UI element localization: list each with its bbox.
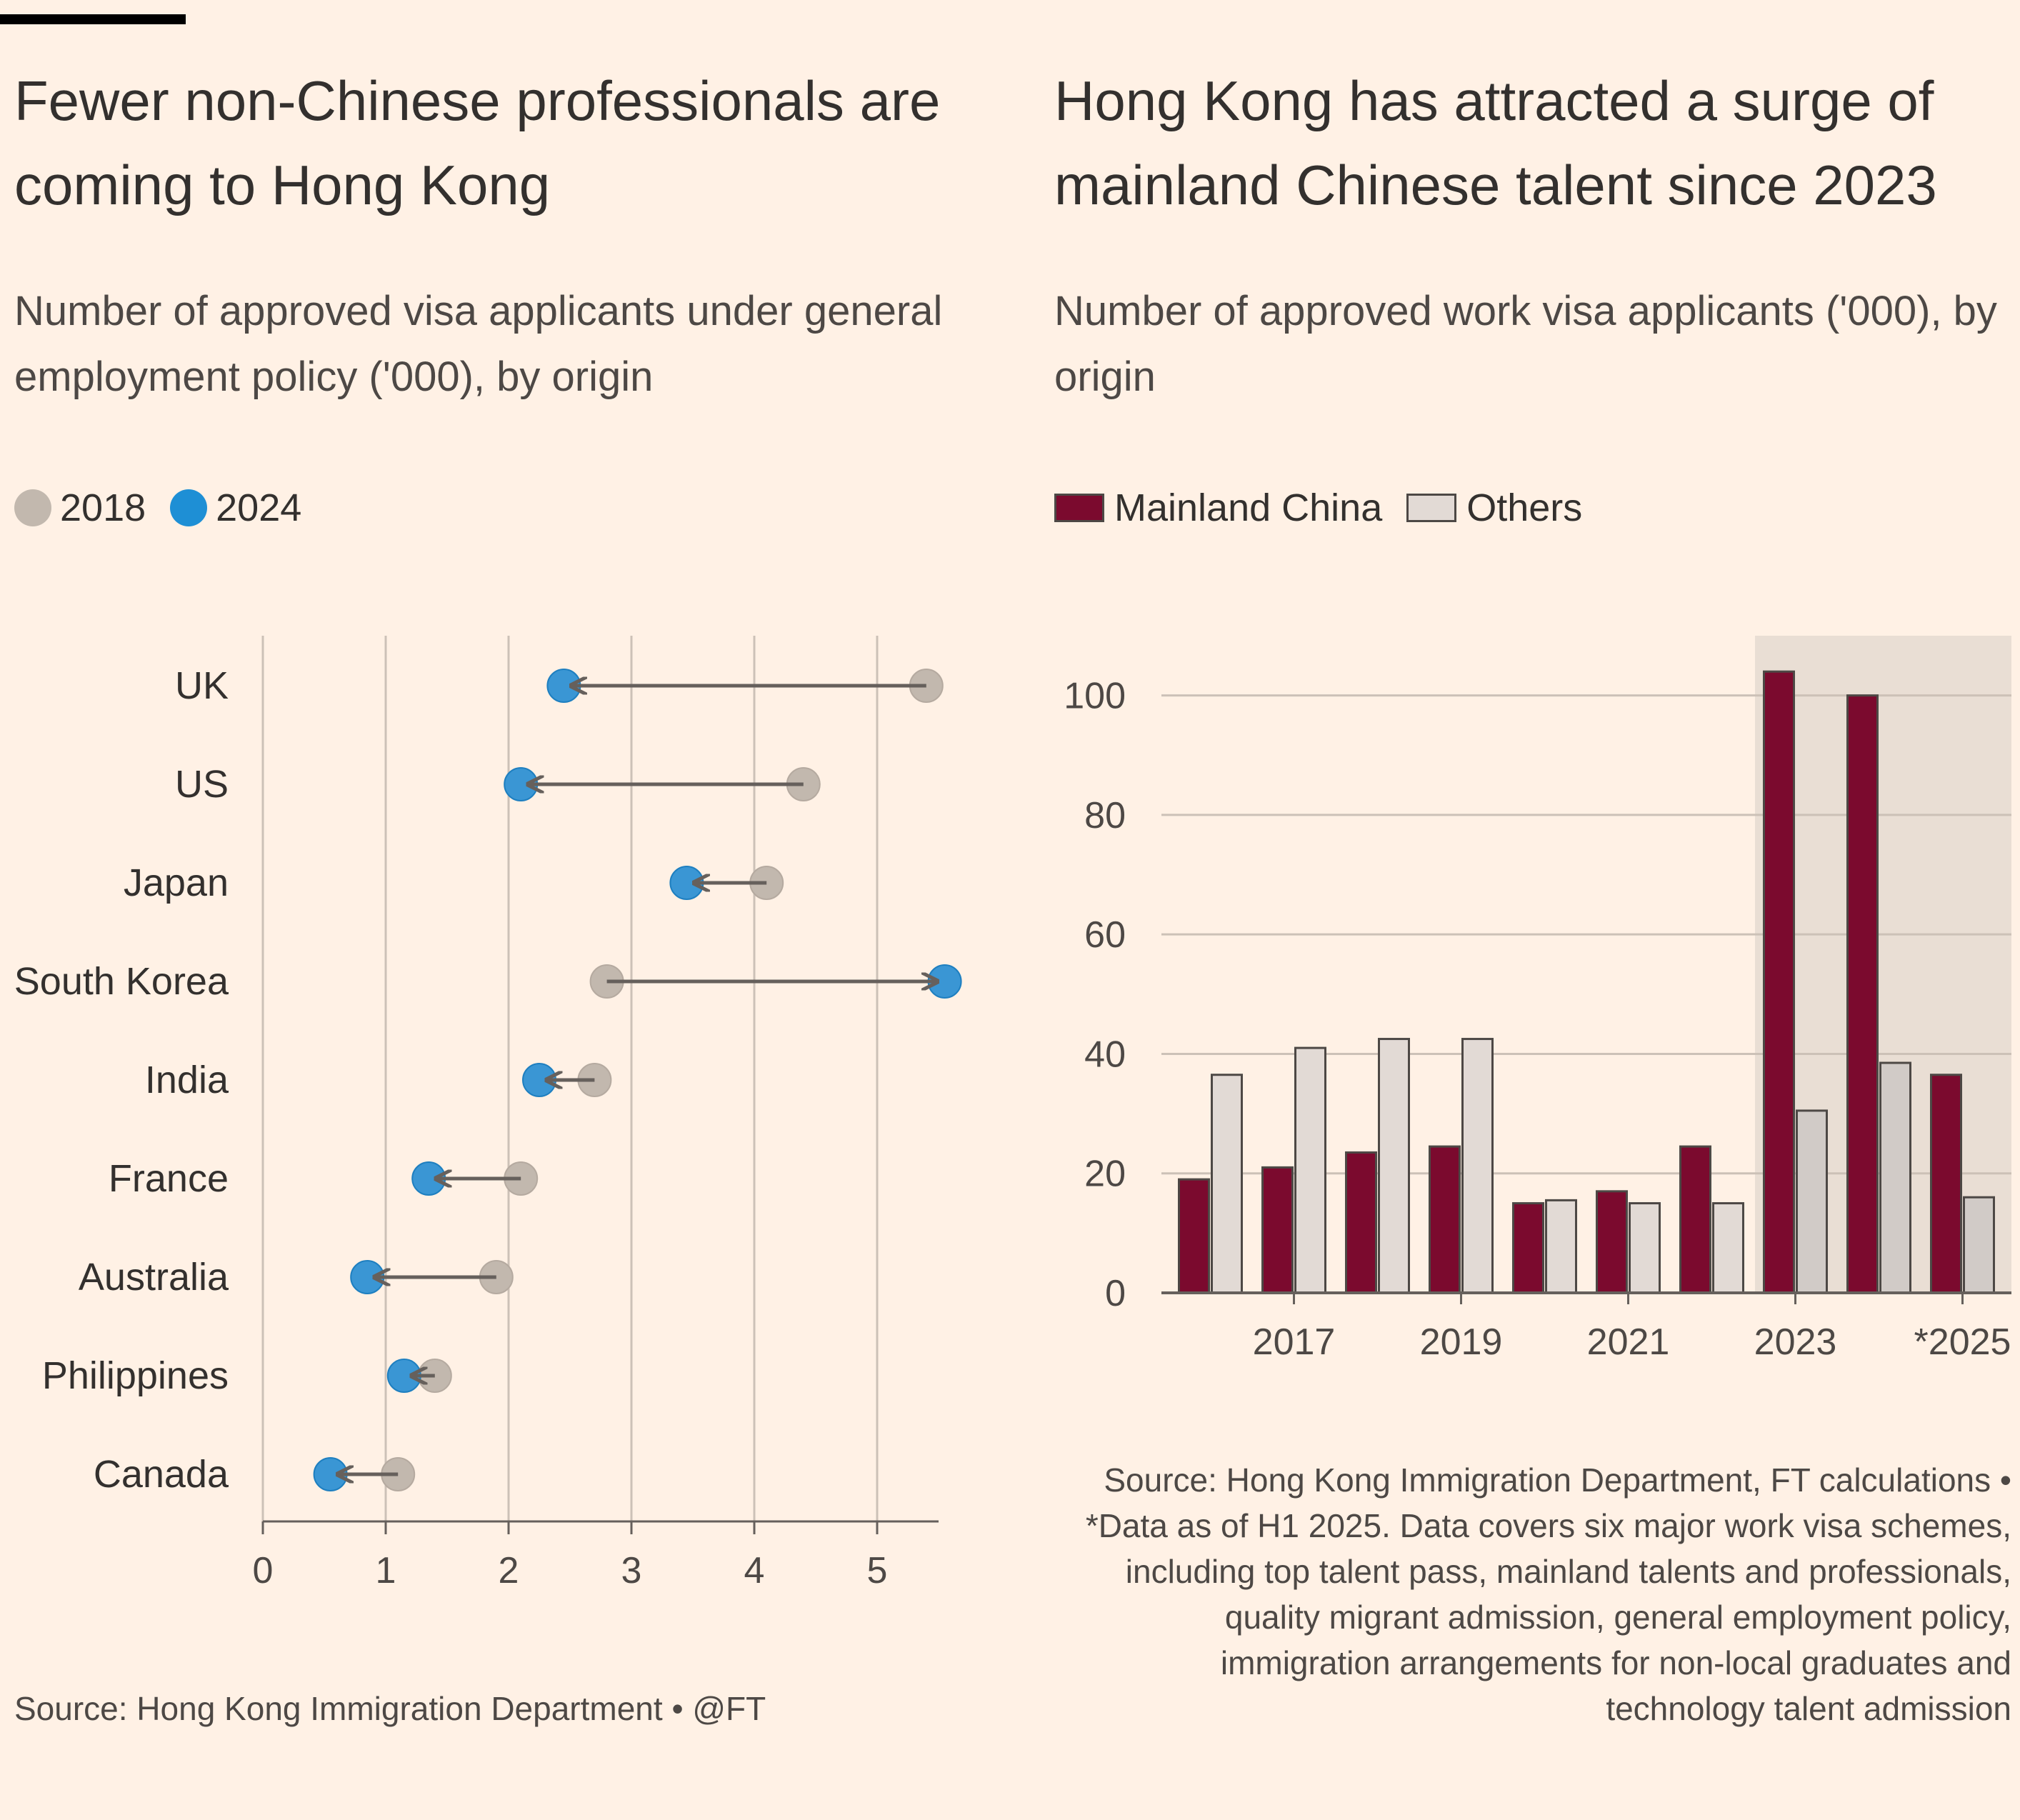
bar-others-2024 <box>1879 1061 1911 1294</box>
x-tick-label: 2017 <box>1253 1321 1336 1363</box>
legend-swatch-2024 <box>170 489 208 526</box>
bar-mainland-2023 <box>1763 670 1795 1294</box>
right-legend: Mainland China Others <box>1054 486 1606 530</box>
row-label-japan: Japan <box>124 861 229 904</box>
row-label-canada: Canada <box>94 1453 229 1496</box>
bar-others-2019 <box>1461 1038 1494 1294</box>
legend-label-2024: 2024 <box>216 486 302 529</box>
bar-mainland-2020 <box>1512 1202 1544 1294</box>
right-chart-title: Hong Kong has attracted a surge of mainl… <box>1054 69 1937 216</box>
bar-mainland-2016 <box>1178 1178 1210 1294</box>
y-tick-label: 0 <box>1105 1273 1126 1314</box>
row-label-uk: UK <box>175 664 229 707</box>
bar-others-2016 <box>1211 1074 1243 1294</box>
row-label-australia: Australia <box>79 1256 229 1299</box>
legend-swatch-others <box>1406 494 1457 522</box>
bar-others-2020 <box>1545 1199 1577 1294</box>
row-label-south-korea: South Korea <box>14 960 229 1003</box>
x-tick-label: 2019 <box>1420 1321 1503 1363</box>
y-tick-label: 60 <box>1084 914 1126 956</box>
bar-others-2023 <box>1796 1109 1828 1294</box>
bar-mainland-2021 <box>1596 1190 1628 1294</box>
legend-item-others: Others <box>1406 486 1582 530</box>
y-tick-label: 40 <box>1084 1034 1126 1075</box>
legend-swatch-mainland <box>1054 494 1104 522</box>
left-chart-title: Fewer non-Chinese professionals are comi… <box>14 69 941 216</box>
legend-label-2018: 2018 <box>60 486 146 529</box>
x-tick-label: 2021 <box>1587 1321 1670 1363</box>
right-chart-subtitle: Number of approved work visa applicants … <box>1054 288 1997 400</box>
left-chart-subtitle: Number of approved visa applicants under… <box>14 288 943 400</box>
left-source-note: Source: Hong Kong Immigration Department… <box>14 1690 766 1727</box>
bar-others-2018 <box>1378 1038 1410 1294</box>
dot-arrow-chart: 0 1 2 3 4 5 UK US Japan South Korea India France Aus… <box>14 636 962 1591</box>
bar-mainland-2017 <box>1261 1166 1294 1294</box>
y-tick-label: 20 <box>1084 1154 1126 1195</box>
row-label-us: US <box>175 763 229 806</box>
bar-chart: 0 20 40 60 80 100 2017 2019 2021 2023 *2025 <box>1064 636 2011 1363</box>
x-tick-label: 0 <box>253 1550 274 1591</box>
left-legend: 2018 2024 <box>14 486 326 530</box>
legend-swatch-2018 <box>14 489 51 526</box>
legend-item-2018: 2018 <box>14 486 146 530</box>
x-tick-label: 4 <box>744 1550 765 1591</box>
bar-others-2021 <box>1629 1202 1661 1294</box>
x-tick-label: *2025 <box>1914 1321 2011 1363</box>
legend-item-mainland: Mainland China <box>1054 486 1382 530</box>
y-tick-label: 80 <box>1084 795 1126 836</box>
x-tick-label: 3 <box>621 1550 642 1591</box>
bar-others-2017 <box>1294 1046 1326 1294</box>
row-label-india: India <box>145 1059 229 1101</box>
bar-others-2025 <box>1963 1196 1995 1294</box>
legend-label-mainland: Mainland China <box>1114 486 1383 529</box>
bar-others-2022 <box>1712 1202 1744 1294</box>
bar-mainland-2022 <box>1679 1145 1711 1294</box>
y-tick-label: 100 <box>1064 676 1126 717</box>
bar-mainland-2024 <box>1846 694 1879 1294</box>
ft-accent-bar <box>0 14 186 24</box>
x-tick-label: 5 <box>867 1550 888 1591</box>
x-tick-label: 1 <box>376 1550 396 1591</box>
right-source-note: Source: Hong Kong Immigration Department… <box>1085 1461 2011 1727</box>
bar-mainland-2018 <box>1345 1151 1377 1294</box>
bar-mainland-2019 <box>1429 1145 1461 1294</box>
legend-label-others: Others <box>1466 486 1583 529</box>
x-tick-label: 2 <box>499 1550 519 1591</box>
x-tick-label: 2023 <box>1754 1321 1837 1363</box>
legend-item-2024: 2024 <box>170 486 301 530</box>
row-label-philippines: Philippines <box>42 1354 229 1397</box>
bar-mainland-2025 <box>1930 1074 1962 1294</box>
row-label-france: France <box>109 1157 229 1200</box>
